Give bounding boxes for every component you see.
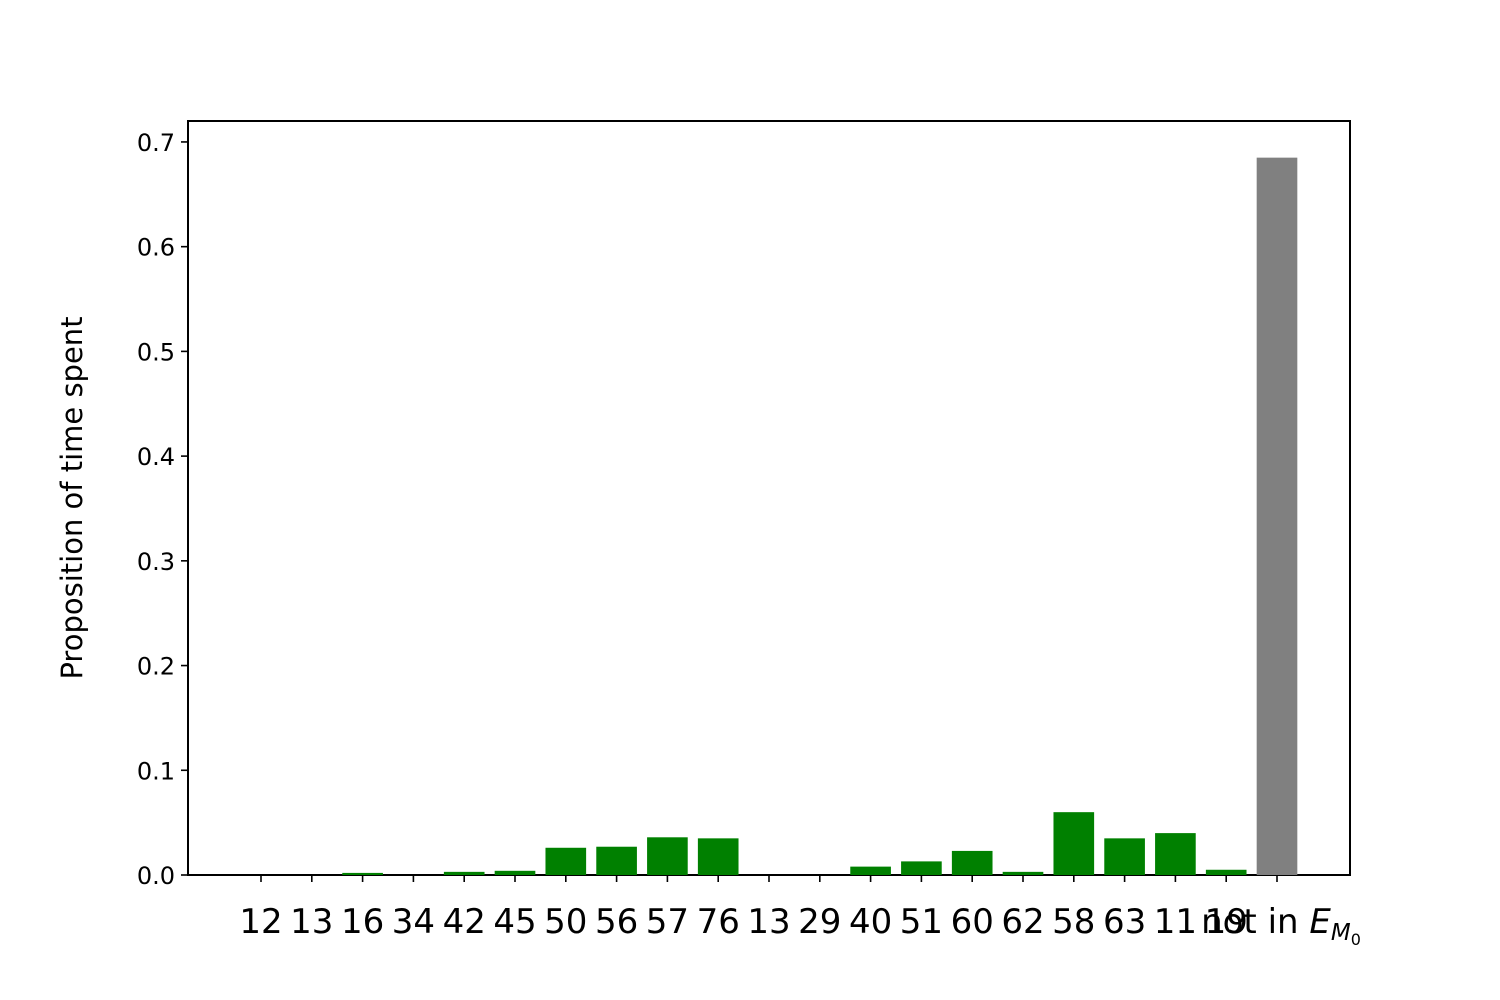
bar-17 bbox=[1104, 838, 1145, 875]
bar-20 bbox=[1256, 157, 1298, 875]
x-tick-label-8: 57 bbox=[646, 902, 689, 942]
bar-2 bbox=[342, 872, 383, 875]
x-tick-label-17: 63 bbox=[1103, 902, 1146, 942]
bar-13 bbox=[901, 861, 942, 875]
bars-layer bbox=[342, 157, 1298, 875]
bar-12 bbox=[850, 866, 891, 875]
x-tick-label-20: not in EM0 bbox=[1201, 902, 1361, 949]
y-tick-label-2: 0.2 bbox=[137, 653, 175, 681]
bar-6 bbox=[545, 847, 587, 875]
x-tick-label-4: 42 bbox=[443, 902, 486, 942]
x-tick-label-2: 16 bbox=[341, 902, 384, 942]
bar-14 bbox=[951, 850, 993, 875]
x-tick-label-14: 60 bbox=[951, 902, 994, 942]
y-tick-label-6: 0.6 bbox=[137, 234, 175, 262]
x-tick-label-5: 45 bbox=[493, 902, 536, 942]
y-axis: 0.0 0.1 0.2 0.3 0.4 0.5 0.6 0.7 bbox=[137, 129, 188, 890]
bar-8 bbox=[647, 837, 688, 875]
y-tick-label-0: 0.0 bbox=[137, 862, 175, 890]
y-tick-label-7: 0.7 bbox=[137, 129, 175, 157]
x-tick-label-16: 58 bbox=[1052, 902, 1095, 942]
y-tick-label-1: 0.1 bbox=[137, 757, 175, 785]
x-tick-label-10: 13 bbox=[747, 902, 790, 942]
bar-4 bbox=[443, 871, 485, 875]
x-tick-label-19: 19 bbox=[1205, 902, 1248, 942]
y-tick-label-5: 0.5 bbox=[137, 338, 175, 366]
y-tick-label-4: 0.4 bbox=[137, 443, 175, 471]
bar-18 bbox=[1155, 833, 1196, 875]
bar-15 bbox=[1002, 871, 1044, 875]
x-tick-label-18: 11 bbox=[1154, 902, 1197, 942]
plot-area-frame bbox=[187, 120, 1351, 876]
y-tick-label-3: 0.3 bbox=[137, 548, 175, 576]
x-tick-label-12: 40 bbox=[849, 902, 892, 942]
x-tick-label-6: 50 bbox=[544, 902, 587, 942]
x-tick-label-1: 13 bbox=[290, 902, 333, 942]
x-tick-label-7: 56 bbox=[595, 902, 638, 942]
x-axis: 12 13 16 34 42 45 50 56 57 76 13 29 40 51 60 62 58 63 11 19… bbox=[239, 875, 1361, 949]
x-tick-label-13: 51 bbox=[900, 902, 943, 942]
bar-7 bbox=[596, 846, 637, 875]
bar-5 bbox=[494, 870, 536, 875]
bar-9 bbox=[697, 838, 739, 875]
x-tick-label-3: 34 bbox=[392, 902, 435, 942]
x-tick-label-11: 29 bbox=[798, 902, 841, 942]
x-tick-label-15: 62 bbox=[1001, 902, 1044, 942]
x-tick-label-9: 76 bbox=[697, 902, 740, 942]
x-tick-label-0: 12 bbox=[239, 902, 282, 942]
bar-19 bbox=[1205, 869, 1247, 875]
y-axis-label: Proposition of time spent bbox=[55, 316, 89, 679]
bar-16 bbox=[1053, 812, 1095, 875]
